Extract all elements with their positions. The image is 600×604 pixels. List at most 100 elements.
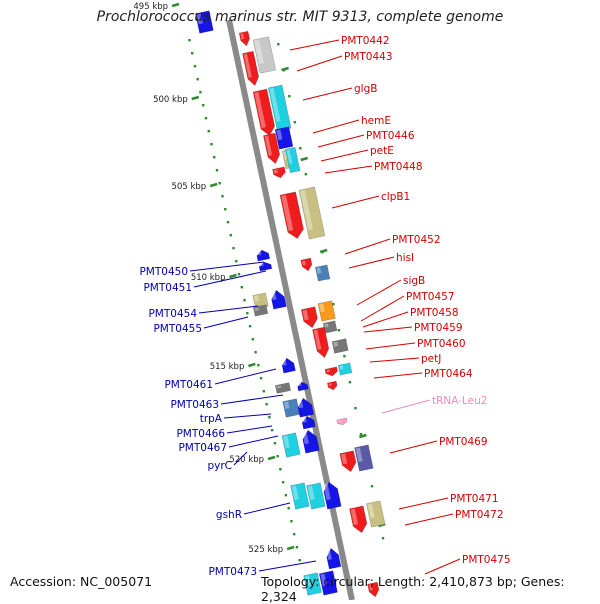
scale-dot — [337, 329, 341, 332]
feature-pmt0471 — [349, 505, 368, 534]
feature-pmt0471-highlight — [350, 508, 359, 526]
feature-pmt0461-shape — [281, 357, 296, 374]
scale-dot — [257, 364, 260, 367]
scale-dot — [298, 559, 301, 562]
gene-label-pmt0448: PMT0448 — [374, 161, 423, 173]
feature-red-1 — [242, 50, 259, 87]
feature-red-6-highlight — [368, 584, 373, 591]
feature-red-3-highlight — [273, 169, 278, 174]
scale-tick-label: 515 kbp — [210, 362, 245, 372]
leader-line — [296, 55, 343, 72]
feature-pmt0459-shape — [312, 326, 330, 359]
feature-red-3 — [272, 166, 286, 179]
feature-pmt0461-highlight — [282, 359, 287, 366]
gene-label-pmt0458: PMT0458 — [410, 307, 459, 319]
gene-label-pmt0455: PMT0455 — [153, 323, 202, 335]
feature-blue-l4 — [302, 429, 320, 454]
scale-dot — [273, 442, 277, 445]
feature-pmt0443-highlight — [254, 39, 264, 65]
scale-dot — [196, 78, 199, 81]
scale-dot — [199, 91, 202, 94]
feature-pmt0463 — [274, 382, 292, 394]
scale-dot — [204, 117, 208, 120]
leader-line — [193, 270, 267, 288]
feature-blue-l5 — [323, 481, 342, 510]
feature-red-6-shape — [367, 581, 380, 598]
scale-dot — [293, 121, 297, 124]
feature-pmt0460-highlight — [333, 341, 339, 347]
scale-tick — [359, 433, 367, 439]
feature-pmt0452-highlight — [301, 260, 306, 266]
feature-pmt0450-highlight — [257, 251, 262, 256]
scale-dot — [279, 468, 282, 471]
feature-red-4-highlight — [302, 309, 309, 321]
feature-red-4-shape — [300, 306, 318, 329]
feature-red-5-highlight — [326, 369, 331, 373]
gene-label-pmt0454: PMT0454 — [148, 308, 197, 320]
gene-label-gshr: gshR — [216, 509, 242, 521]
leader-line — [389, 440, 438, 454]
gene-label-pmt0471: PMT0471 — [450, 493, 499, 505]
feature-pmt0448-shape — [284, 146, 301, 174]
scale-dot — [202, 104, 205, 107]
feature-pmt0472-shape — [366, 500, 386, 528]
scale-dot — [226, 221, 230, 224]
feature-glgb — [267, 84, 292, 132]
leader-line — [363, 326, 413, 333]
feature-pmt0469-red — [339, 450, 357, 473]
feature-bottom-cyan-shape — [303, 572, 322, 596]
scale-tick — [171, 2, 180, 8]
feature-pmt0451-shape — [258, 261, 273, 272]
feature-blue-l3-highlight — [297, 399, 304, 409]
leader-line — [223, 413, 272, 419]
scale-tick-label: 495 kbp — [133, 2, 168, 12]
scale-dot — [270, 429, 274, 432]
feature-red-2-shape — [263, 132, 280, 165]
feature-blue-l2-highlight — [298, 383, 302, 387]
leader-line — [360, 295, 405, 322]
feature-heme — [274, 126, 294, 150]
feature-pmt0473-shape — [326, 547, 342, 570]
gene-label-pmt0457: PMT0457 — [406, 291, 455, 303]
feature-gshR-2-shape — [306, 482, 326, 510]
scale-tick — [267, 455, 276, 461]
feature-blue-l5-highlight — [323, 483, 331, 501]
feature-glgb-red-shape — [252, 88, 275, 136]
feature-petJ-highlight — [339, 365, 344, 370]
scale-dot — [240, 286, 244, 289]
scale-dot — [254, 351, 257, 354]
feature-bottom-blue-shape — [318, 570, 338, 596]
leader-line — [362, 311, 409, 328]
scale-dot — [359, 433, 363, 436]
page-title: Prochlorococcus marinus str. MIT 9313, c… — [96, 9, 504, 25]
leader-line — [373, 372, 423, 379]
feature-pmt0454-highlight — [253, 295, 259, 302]
scale-tick — [319, 248, 328, 254]
feature-pmt0443 — [252, 36, 277, 74]
feature-trna-leu2 — [336, 417, 348, 426]
scale-tick — [229, 273, 237, 279]
scale-dot — [265, 403, 268, 406]
feature-gshR-2 — [306, 482, 326, 510]
feature-hisI-highlight — [316, 267, 322, 274]
feature-top-blue-highlight — [196, 13, 203, 25]
feature-gshR — [290, 482, 310, 510]
scale-dot — [348, 381, 352, 384]
feature-clpb1-shape — [298, 186, 326, 240]
feature-pmt0469-red-highlight — [340, 453, 348, 465]
scale-dot — [232, 247, 235, 250]
gene-label-pmt0461: PMT0461 — [164, 379, 213, 391]
gene-label-pmt0466: PMT0466 — [176, 428, 225, 440]
gene-label-petj: petJ — [421, 353, 441, 365]
feature-pmt0463-shape — [274, 382, 292, 394]
feature-sigB-shape — [317, 300, 336, 322]
feature-trpA — [282, 398, 301, 418]
feature-gshR-highlight — [291, 485, 299, 501]
gene-label-trpa: trpA — [200, 413, 223, 425]
leader-line — [198, 305, 259, 314]
feature-pmt0467-shape — [281, 432, 301, 458]
feature-pmt0443-shape — [252, 36, 277, 74]
scale-tick-label: 525 kbp — [249, 545, 284, 555]
feature-gshR-shape — [290, 482, 310, 510]
scale-dot — [224, 208, 227, 211]
